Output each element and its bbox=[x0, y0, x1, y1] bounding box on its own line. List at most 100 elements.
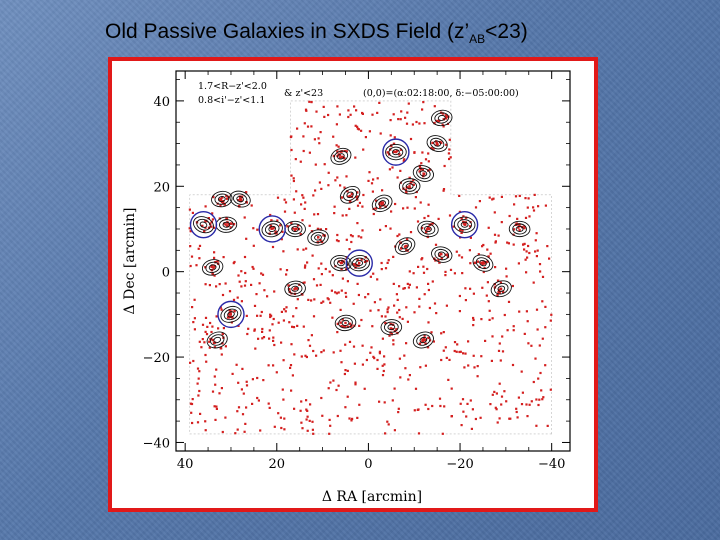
galaxy-point bbox=[471, 408, 474, 411]
galaxy-point bbox=[212, 195, 215, 199]
galaxy-point bbox=[216, 259, 219, 263]
density-contour bbox=[472, 254, 494, 272]
galaxy-point bbox=[198, 370, 201, 373]
density-contour bbox=[457, 219, 472, 231]
galaxy-point bbox=[408, 176, 411, 180]
galaxy-point bbox=[453, 349, 456, 353]
galaxy-point bbox=[346, 369, 349, 372]
galaxy-point bbox=[435, 119, 438, 123]
galaxy-point bbox=[546, 424, 549, 427]
galaxy-point bbox=[344, 291, 347, 295]
galaxy-point bbox=[354, 383, 357, 386]
galaxy-point bbox=[207, 226, 211, 229]
galaxy-point bbox=[302, 248, 305, 251]
galaxy-point bbox=[240, 388, 243, 391]
galaxy-point bbox=[406, 206, 409, 209]
galaxy-point bbox=[427, 152, 430, 155]
galaxy-point bbox=[389, 227, 392, 230]
galaxy-point bbox=[501, 350, 505, 353]
galaxy-point bbox=[241, 413, 245, 416]
galaxy-point bbox=[294, 286, 297, 290]
galaxy-point bbox=[524, 216, 528, 219]
galaxy-point bbox=[316, 227, 320, 231]
galaxy-point bbox=[327, 171, 330, 174]
galaxy-point bbox=[196, 367, 200, 370]
galaxy-point bbox=[201, 323, 205, 326]
galaxy-point bbox=[331, 274, 334, 277]
galaxy-point bbox=[296, 248, 299, 251]
galaxy-point bbox=[381, 364, 384, 367]
galaxy-point bbox=[442, 188, 446, 191]
galaxy-point bbox=[520, 403, 524, 406]
galaxy-point bbox=[240, 270, 243, 273]
galaxy-point bbox=[308, 224, 311, 227]
galaxy-point bbox=[407, 102, 410, 105]
galaxy-point bbox=[225, 217, 228, 220]
galaxy-point bbox=[371, 113, 374, 116]
galaxy-point bbox=[262, 379, 265, 382]
slide-title: Old Passive Galaxies in SXDS Field (z’AB… bbox=[105, 20, 625, 46]
galaxy-point bbox=[244, 280, 247, 283]
galaxy-point bbox=[293, 288, 296, 291]
galaxy-point bbox=[229, 313, 232, 316]
galaxy-point bbox=[338, 113, 341, 116]
y-axis-label: Δ Dec [arcmin] bbox=[122, 208, 138, 315]
galaxy-point bbox=[251, 378, 254, 381]
galaxy-point bbox=[203, 230, 206, 233]
galaxy-point bbox=[296, 324, 299, 327]
density-contour bbox=[213, 336, 222, 344]
galaxy-point bbox=[288, 288, 291, 291]
galaxy-point bbox=[189, 230, 192, 233]
galaxy-point bbox=[542, 396, 545, 399]
galaxy-point bbox=[332, 379, 335, 382]
galaxy-point bbox=[533, 193, 536, 196]
galaxy-point bbox=[314, 163, 317, 166]
galaxy-point bbox=[283, 198, 286, 201]
galaxy-point bbox=[523, 226, 526, 230]
galaxy-point bbox=[449, 268, 453, 271]
galaxy-point bbox=[322, 300, 325, 303]
galaxy-point bbox=[442, 189, 445, 192]
galaxy-point bbox=[341, 277, 344, 280]
galaxy-point bbox=[224, 416, 227, 419]
galaxy-point bbox=[393, 429, 396, 432]
galaxy-point bbox=[518, 194, 521, 197]
galaxy-point bbox=[336, 322, 339, 326]
galaxy-point bbox=[284, 310, 287, 313]
density-contour bbox=[314, 234, 322, 241]
galaxy-point bbox=[348, 207, 351, 210]
x-tick-label: 40 bbox=[177, 457, 194, 472]
galaxy-point bbox=[245, 406, 248, 409]
galaxy-point bbox=[306, 125, 310, 128]
density-contour bbox=[430, 109, 453, 127]
galaxy-point bbox=[515, 407, 518, 410]
density-contour bbox=[429, 137, 445, 150]
galaxy-point bbox=[449, 156, 452, 159]
density-contour bbox=[416, 334, 431, 346]
galaxy-point bbox=[197, 247, 200, 250]
galaxy-point bbox=[353, 324, 356, 327]
galaxy-point bbox=[196, 421, 200, 424]
galaxy-point bbox=[405, 244, 408, 248]
galaxy-point bbox=[287, 284, 290, 287]
x-tick-label: 0 bbox=[364, 457, 372, 472]
galaxy-point bbox=[261, 337, 264, 340]
galaxy-point bbox=[302, 149, 305, 153]
galaxy-point bbox=[401, 317, 404, 320]
galaxy-point bbox=[384, 267, 388, 270]
density-contour bbox=[219, 219, 234, 231]
galaxy-point bbox=[482, 243, 485, 247]
galaxy-point bbox=[338, 156, 342, 159]
galaxy-point bbox=[302, 135, 305, 138]
galaxy-point bbox=[348, 248, 351, 251]
galaxy-point bbox=[392, 343, 395, 346]
density-contour bbox=[460, 221, 469, 228]
galaxy-point bbox=[223, 222, 226, 225]
galaxy-point bbox=[308, 419, 311, 422]
galaxy-point bbox=[406, 282, 409, 285]
galaxy-point bbox=[512, 329, 515, 332]
galaxy-point bbox=[498, 342, 501, 345]
galaxy-point bbox=[358, 403, 361, 406]
density-contour bbox=[490, 280, 512, 298]
cluster-circle bbox=[450, 211, 479, 239]
